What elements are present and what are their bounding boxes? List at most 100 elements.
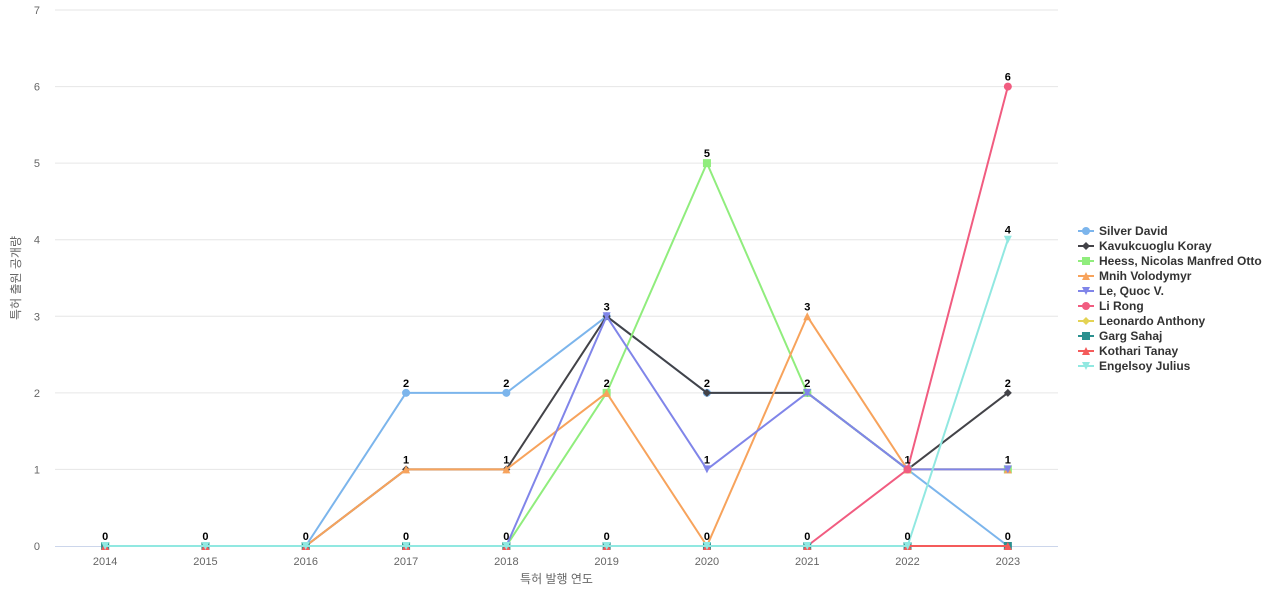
legend-label: Garg Sahaj [1099,329,1162,343]
series-4 [101,312,1012,550]
data-label: 5 [704,148,710,160]
legend-marker [1082,347,1090,355]
legend-marker [1082,317,1090,325]
data-point [402,388,411,397]
data-label: 0 [403,531,409,543]
x-tick-label: 2022 [895,556,919,568]
data-point [1003,82,1012,91]
data-point [1003,388,1012,397]
y-tick-label: 5 [34,158,40,170]
legend-label: Li Rong [1099,299,1144,313]
legend-marker [1082,332,1090,340]
legend-marker [1082,272,1090,280]
data-point [101,542,110,550]
x-tick-label: 2017 [394,556,418,568]
series-line [104,238,1009,547]
data-label: 1 [704,454,710,466]
data-point [502,542,511,550]
data-label: 0 [503,531,509,543]
series-line [104,315,1009,547]
legend-label: Le, Quoc V. [1099,284,1164,298]
legend-label: Silver David [1099,224,1168,238]
legend-item: Kothari Tanay [1078,344,1178,358]
legend-item: Le, Quoc V. [1078,284,1164,298]
data-point [803,542,812,550]
legend-marker [1082,227,1090,235]
data-point [1003,235,1012,244]
data-label: 2 [1005,378,1011,390]
x-tick-label: 2019 [594,556,618,568]
data-point [602,542,611,550]
legend-item: Leonardo Anthony [1078,314,1206,328]
data-label: 2 [804,378,810,390]
data-label: 2 [503,378,509,390]
data-point [903,542,912,550]
data-label: 0 [604,531,610,543]
data-label: 4 [1005,225,1012,237]
grid-lines [55,9,1058,470]
x-axis-title: 특허 발행 연도 [520,571,593,586]
data-label: 0 [1005,531,1011,543]
data-point [602,312,611,321]
legend-item: Silver David [1078,224,1168,238]
y-tick-label: 1 [34,464,40,476]
x-tick-label: 2021 [795,556,819,568]
legend-marker [1082,257,1090,265]
legend-label: Heess, Nicolas Manfred Otto [1099,254,1262,268]
data-label: 0 [704,531,710,543]
legend-item: Garg Sahaj [1078,329,1162,343]
legend-label: Engelsoy Julius [1099,359,1191,373]
data-point [803,312,812,321]
legend-marker [1082,242,1090,250]
data-label: 6 [1005,72,1011,84]
data-point [702,465,711,474]
data-point [502,388,511,397]
x-tick-label: 2020 [695,556,719,568]
y-tick-label: 0 [34,541,40,553]
legend-label: Mnih Volodymyr [1099,269,1192,283]
data-label: 2 [604,378,610,390]
x-tick-label: 2014 [93,556,117,568]
data-label: 1 [403,454,409,466]
legend-marker [1082,287,1090,295]
data-label: 0 [202,531,208,543]
data-label: 0 [904,531,910,543]
data-label: 3 [804,301,810,313]
y-tick-label: 3 [34,311,40,323]
data-label: 2 [403,378,409,390]
legend-label: Kavukcuoglu Koray [1099,239,1212,253]
y-tick-label: 7 [34,5,40,17]
x-tick-label: 2015 [193,556,217,568]
legend-label: Kothari Tanay [1099,344,1178,358]
series-9 [101,235,1012,550]
x-tick-label: 2018 [494,556,518,568]
data-point [602,388,611,397]
data-label: 1 [503,454,509,466]
legend-item: Heess, Nicolas Manfred Otto [1078,254,1262,268]
data-point [1003,465,1012,474]
data-point [502,465,511,474]
y-axis-ticks: 0 1 2 3 4 5 6 7 [34,5,40,553]
data-label: 1 [1005,454,1011,466]
data-point [803,388,812,397]
y-tick-label: 6 [34,82,40,94]
y-tick-label: 4 [34,235,40,247]
legend-item: Kavukcuoglu Koray [1078,239,1212,253]
data-point [903,465,912,474]
data-point [702,542,711,550]
data-point [402,465,411,474]
legend-label: Leonardo Anthony [1099,314,1206,328]
data-label: 2 [704,378,710,390]
legend-marker [1082,362,1090,370]
data-label: 3 [604,301,610,313]
series-group [101,82,1012,550]
y-axis-title: 특허 출원 공개량 [9,236,23,320]
legend-item: Li Rong [1078,299,1144,313]
data-labels: 0 0 0 2 1 0 2 1 0 3 2 0 5 2 1 0 3 2 0 1 0 6 4 2 1 0 [102,72,1012,543]
legend-item: Mnih Volodymyr [1078,269,1192,283]
y-tick-label: 2 [34,388,40,400]
data-label: 0 [303,531,309,543]
data-point [301,542,310,550]
